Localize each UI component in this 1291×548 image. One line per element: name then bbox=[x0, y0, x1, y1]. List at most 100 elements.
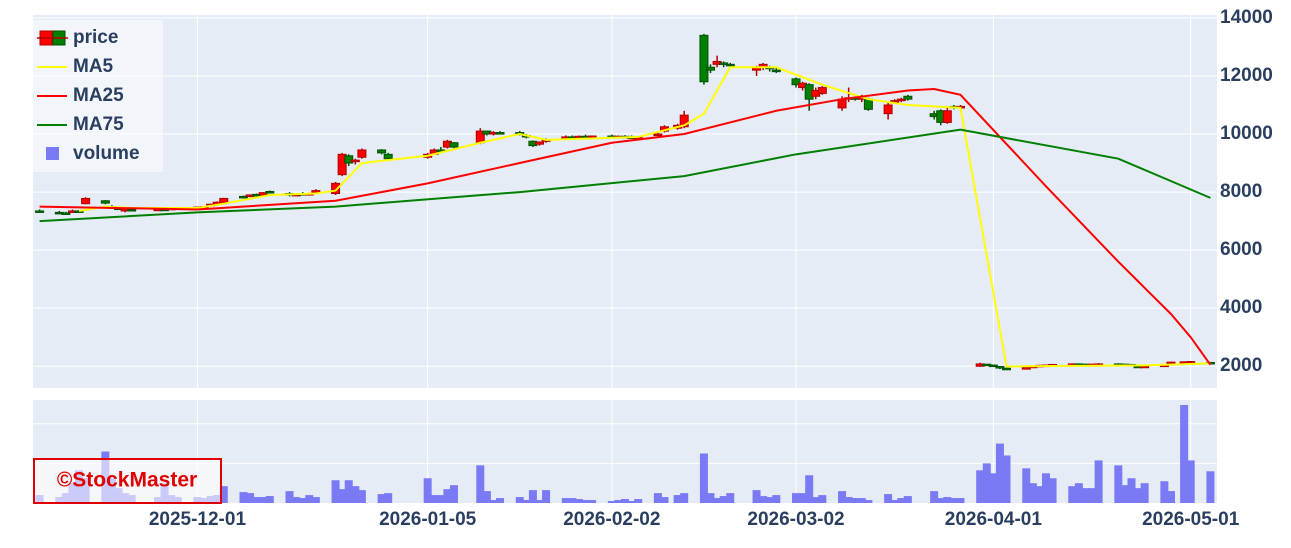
watermark-box bbox=[33, 458, 222, 504]
candle-body bbox=[238, 195, 248, 199]
candle-body bbox=[495, 132, 505, 135]
volume-bar bbox=[298, 498, 307, 503]
volume-bar bbox=[680, 493, 689, 503]
volume-bar bbox=[357, 490, 366, 503]
volume-bar bbox=[1041, 473, 1050, 503]
volume-bar bbox=[331, 480, 340, 503]
volume-bar bbox=[1160, 481, 1169, 503]
candle-body bbox=[725, 63, 735, 67]
volume-bar bbox=[818, 495, 827, 503]
candle-body bbox=[35, 210, 45, 213]
volume-bar bbox=[864, 500, 873, 503]
ma-line bbox=[78, 66, 1211, 368]
volume-bar bbox=[377, 494, 386, 503]
volume-bar bbox=[1186, 460, 1195, 503]
volume-bar bbox=[765, 497, 774, 503]
volume-bar bbox=[1140, 483, 1149, 503]
volume-bar bbox=[759, 496, 768, 503]
volume-bar bbox=[246, 493, 255, 503]
volume-bar bbox=[239, 492, 248, 503]
volume-bar bbox=[515, 497, 524, 503]
volume-bar bbox=[581, 500, 590, 503]
volume-bar bbox=[614, 500, 623, 503]
volume-bar bbox=[936, 498, 945, 503]
volume-bar bbox=[588, 500, 597, 503]
volume-bar bbox=[811, 497, 820, 503]
candle-body bbox=[127, 208, 137, 212]
watermark: ©StockMaster bbox=[57, 469, 197, 492]
candle-body bbox=[1140, 365, 1150, 369]
volume-bar bbox=[1081, 488, 1090, 503]
volume-bar bbox=[857, 498, 866, 503]
candle-body bbox=[344, 155, 354, 164]
candle-body bbox=[265, 190, 275, 194]
candle-body bbox=[1002, 367, 1012, 371]
volume-bar bbox=[1166, 491, 1175, 503]
price-plot-bg bbox=[33, 15, 1217, 388]
volume-bar bbox=[752, 490, 761, 503]
candle-body bbox=[331, 182, 341, 195]
volume-bar bbox=[989, 473, 998, 503]
volume-bar bbox=[930, 491, 939, 503]
candle-body bbox=[219, 197, 229, 203]
volume-bar bbox=[706, 493, 715, 503]
candle-body bbox=[706, 66, 716, 71]
volume-bar bbox=[1088, 488, 1097, 503]
volume-bar bbox=[884, 494, 893, 503]
candle-body bbox=[679, 114, 689, 128]
volume-bar bbox=[568, 498, 577, 503]
volume-bar bbox=[344, 480, 353, 503]
volume-bar bbox=[897, 498, 906, 503]
volume-bar bbox=[1206, 471, 1215, 503]
volume-bar bbox=[219, 486, 228, 503]
x-tick-label: 2026-04-01 bbox=[945, 509, 1043, 530]
volume-bar bbox=[522, 500, 531, 503]
candle-body bbox=[337, 153, 347, 176]
volume-bar bbox=[660, 497, 669, 503]
candle-body bbox=[771, 69, 781, 73]
volume-bar bbox=[949, 498, 958, 503]
volume-bar bbox=[1068, 486, 1077, 503]
candle-body bbox=[699, 34, 709, 83]
y-tick-label: 6000 bbox=[1220, 239, 1262, 260]
candle-body bbox=[719, 62, 729, 65]
volume-bar bbox=[574, 499, 583, 503]
volume-bar bbox=[259, 497, 268, 503]
candle-body bbox=[896, 98, 906, 102]
legend-label: volume bbox=[73, 143, 140, 164]
candle-body bbox=[995, 366, 1005, 369]
volume-bar bbox=[338, 489, 347, 503]
volume-bar bbox=[1134, 488, 1143, 503]
volume-bar bbox=[851, 498, 860, 503]
legend-label: MA25 bbox=[73, 85, 124, 106]
volume-bar bbox=[351, 486, 360, 503]
volume-bar bbox=[838, 491, 847, 503]
y-tick-label: 4000 bbox=[1220, 297, 1262, 318]
volume-bar bbox=[1114, 465, 1123, 503]
candle-body bbox=[377, 149, 387, 154]
volume-bar bbox=[607, 501, 616, 503]
candle-body bbox=[1166, 361, 1176, 365]
volume-bar bbox=[982, 463, 991, 503]
x-tick-label: 2026-02-02 bbox=[563, 509, 660, 530]
volume-bar bbox=[1028, 483, 1037, 503]
candle-body bbox=[357, 149, 367, 158]
candle-body bbox=[1021, 366, 1031, 370]
volume-bar bbox=[1180, 404, 1189, 503]
legend-label: price bbox=[73, 27, 118, 48]
volume-bar bbox=[976, 470, 985, 503]
candle-body bbox=[383, 153, 393, 160]
volume-bar bbox=[995, 443, 1004, 503]
volume-bar bbox=[1002, 455, 1011, 503]
volume-bar bbox=[956, 498, 965, 503]
legend-label: MA75 bbox=[73, 114, 124, 135]
volume-bar bbox=[436, 495, 445, 503]
volume-bar bbox=[1094, 460, 1103, 503]
volume-bar bbox=[621, 499, 629, 503]
candle-body bbox=[817, 87, 827, 94]
volume-bar bbox=[384, 493, 393, 503]
volume-bar bbox=[1035, 486, 1044, 503]
volume-bar bbox=[430, 495, 439, 503]
y-tick-label: 8000 bbox=[1220, 181, 1262, 202]
candle-body bbox=[350, 159, 360, 163]
